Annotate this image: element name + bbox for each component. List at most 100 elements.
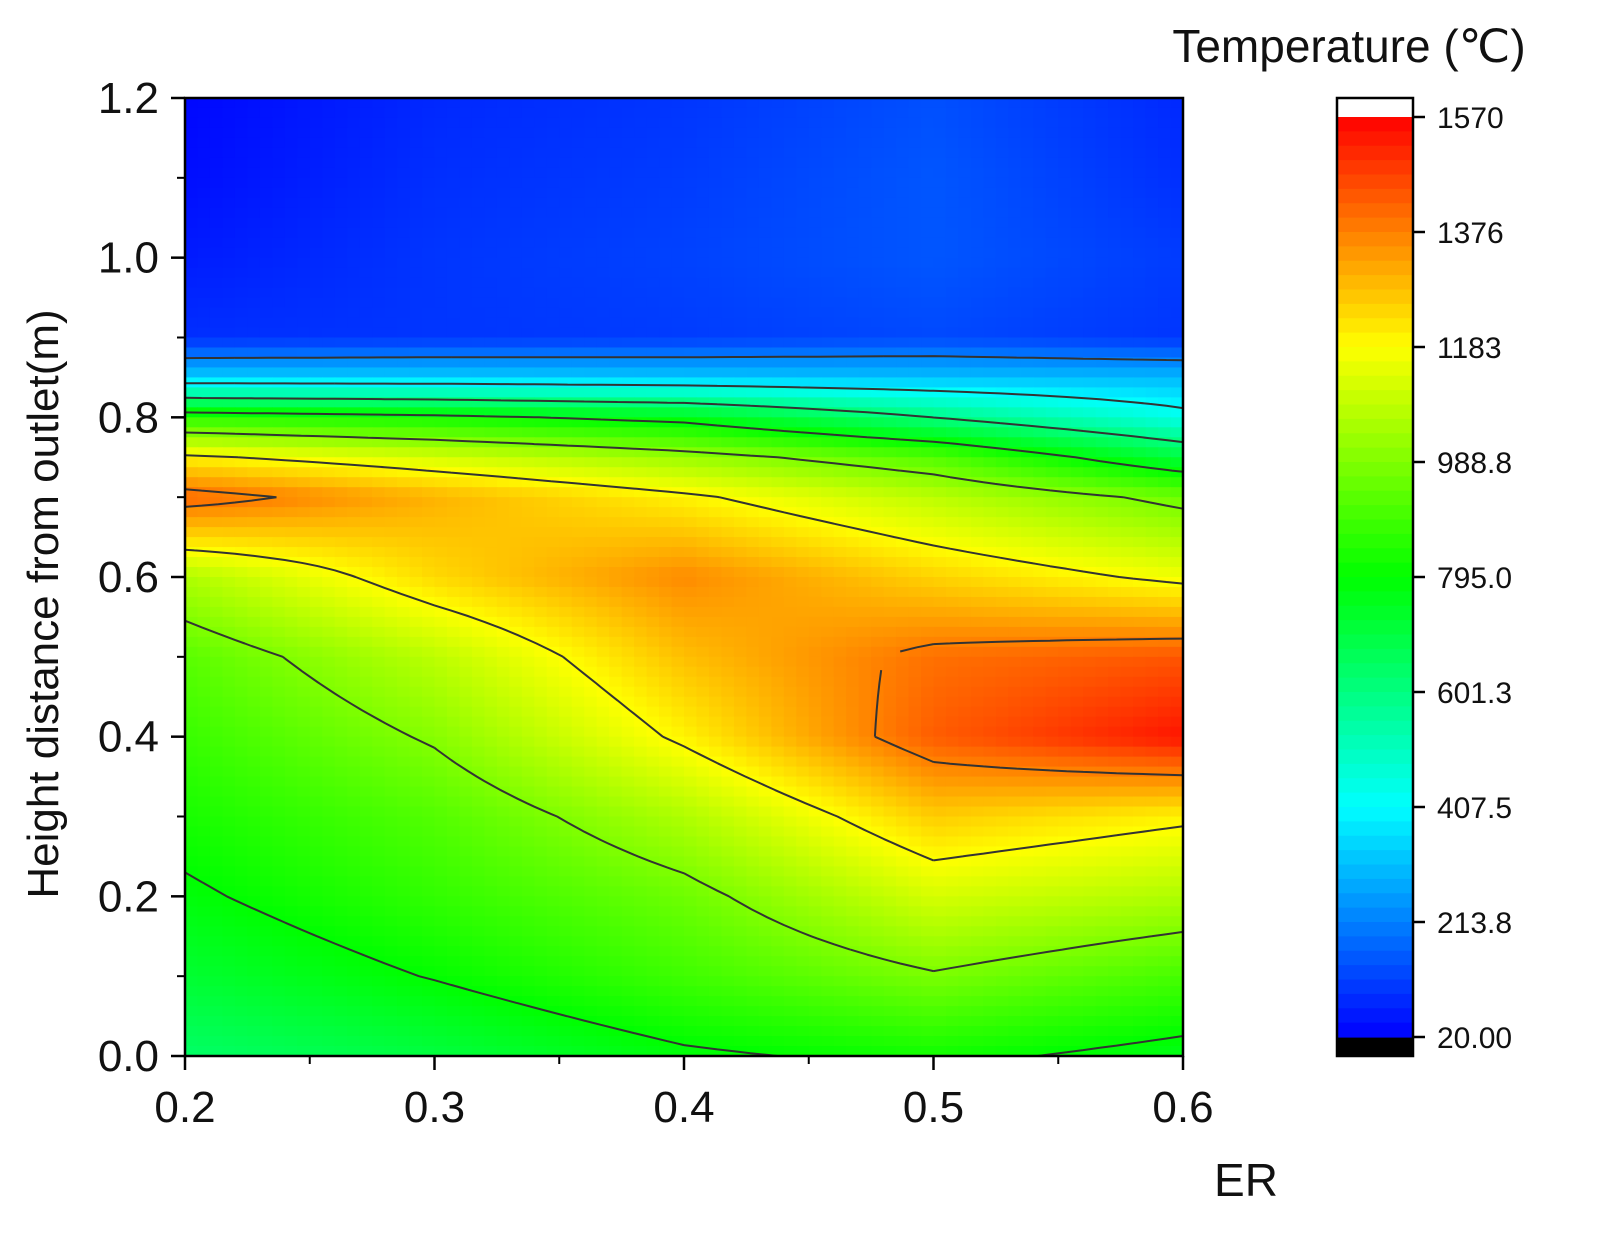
heatmap-cell — [272, 537, 286, 548]
heatmap-cell — [1070, 646, 1084, 658]
heatmap-cell — [871, 337, 885, 349]
heatmap-cell — [983, 567, 997, 578]
heatmap-cell — [372, 477, 386, 488]
heatmap-cell — [359, 367, 373, 379]
heatmap-cell — [945, 107, 960, 119]
heatmap-cell — [671, 327, 685, 339]
heatmap-cell — [758, 616, 772, 628]
heatmap-cell — [1158, 207, 1172, 219]
heatmap-cell — [1158, 457, 1172, 468]
heatmap-cell — [696, 517, 710, 528]
heatmap-cell — [634, 297, 648, 309]
heatmap-cell — [471, 367, 485, 379]
heatmap-cell — [921, 367, 935, 379]
heatmap-cell — [758, 127, 772, 139]
heatmap-cell — [434, 147, 448, 159]
heatmap-cell — [833, 646, 847, 658]
heatmap-cell — [534, 547, 548, 558]
heatmap-cell — [833, 137, 847, 149]
heatmap-cell — [322, 397, 336, 408]
heatmap-cell — [808, 626, 822, 638]
heatmap-cell — [1045, 706, 1059, 718]
heatmap-cell — [970, 327, 984, 339]
heatmap-cell — [409, 467, 423, 478]
heatmap-cell — [234, 507, 248, 518]
heatmap-cell — [696, 417, 710, 428]
heatmap-cell — [958, 157, 972, 169]
heatmap-cell — [521, 147, 535, 159]
heatmap-cell — [322, 636, 336, 648]
heatmap-cell — [384, 367, 398, 379]
heatmap-cell — [758, 586, 772, 598]
heatmap-cell — [1120, 467, 1134, 478]
heatmap-cell — [646, 167, 660, 179]
heatmap-cell — [309, 207, 323, 219]
heatmap-cell — [571, 547, 585, 558]
heatmap-cell — [808, 696, 822, 708]
heatmap-cell — [1008, 666, 1022, 678]
heatmap-cell — [1170, 606, 1184, 618]
heatmap-cell — [659, 337, 673, 349]
heatmap-cell — [422, 267, 436, 279]
heatmap-cell — [1170, 307, 1184, 319]
heatmap-cell — [921, 457, 935, 468]
heatmap-cell — [259, 557, 273, 568]
heatmap-cell — [783, 507, 797, 518]
heatmap-cell — [372, 107, 386, 119]
heatmap-cell — [272, 157, 286, 169]
heatmap-cell — [496, 337, 510, 349]
heatmap-cell — [459, 397, 473, 408]
heatmap-cell — [197, 467, 211, 478]
heatmap-cell — [496, 706, 510, 718]
heatmap-cell — [808, 167, 822, 179]
heatmap-cell — [359, 676, 373, 688]
heatmap-cell — [434, 287, 448, 299]
heatmap-cell — [209, 277, 224, 289]
heatmap-cell — [883, 147, 897, 159]
heatmap-cell — [1008, 157, 1022, 169]
heatmap-cell — [272, 676, 286, 688]
heatmap-cell — [1008, 137, 1022, 149]
heatmap-cell — [234, 646, 248, 658]
heatmap-cell — [1045, 487, 1059, 498]
heatmap-cell — [596, 167, 610, 179]
heatmap-cell — [796, 577, 810, 588]
heatmap-cell — [596, 457, 610, 468]
heatmap-cell — [397, 586, 411, 598]
heatmap-cell — [1070, 696, 1084, 708]
heatmap-cell — [1083, 387, 1097, 398]
heatmap-cell — [1170, 247, 1184, 259]
heatmap-cell — [584, 507, 598, 518]
heatmap-cell — [334, 147, 348, 159]
heatmap-cell — [646, 357, 660, 369]
heatmap-cell — [821, 247, 835, 259]
heatmap-cell — [1083, 417, 1097, 428]
heatmap-cell — [372, 197, 386, 209]
heatmap-cell — [1095, 547, 1109, 558]
heatmap-cell — [646, 187, 660, 199]
heatmap-cell — [209, 357, 224, 369]
heatmap-cell — [733, 547, 747, 558]
heatmap-cell — [1145, 596, 1159, 608]
heatmap-cell — [1095, 177, 1109, 189]
heatmap-cell — [970, 586, 984, 598]
heatmap-cell — [808, 417, 822, 428]
heatmap-cell — [808, 217, 822, 229]
heatmap-cell — [634, 247, 648, 259]
heatmap-cell — [659, 127, 673, 139]
heatmap-cell — [596, 407, 610, 418]
heatmap-cell — [521, 187, 535, 199]
heatmap-cell — [284, 327, 298, 339]
heatmap-cell — [559, 147, 573, 159]
heatmap-cell — [833, 467, 847, 478]
heatmap-cell — [509, 367, 523, 379]
heatmap-cell — [1108, 197, 1122, 209]
heatmap-cell — [247, 267, 261, 279]
heatmap-cell — [471, 567, 485, 578]
heatmap-cell — [858, 437, 872, 448]
heatmap-cell — [908, 347, 922, 359]
heatmap-cell — [297, 137, 311, 149]
heatmap-cell — [309, 307, 323, 319]
heatmap-cell — [234, 706, 248, 718]
